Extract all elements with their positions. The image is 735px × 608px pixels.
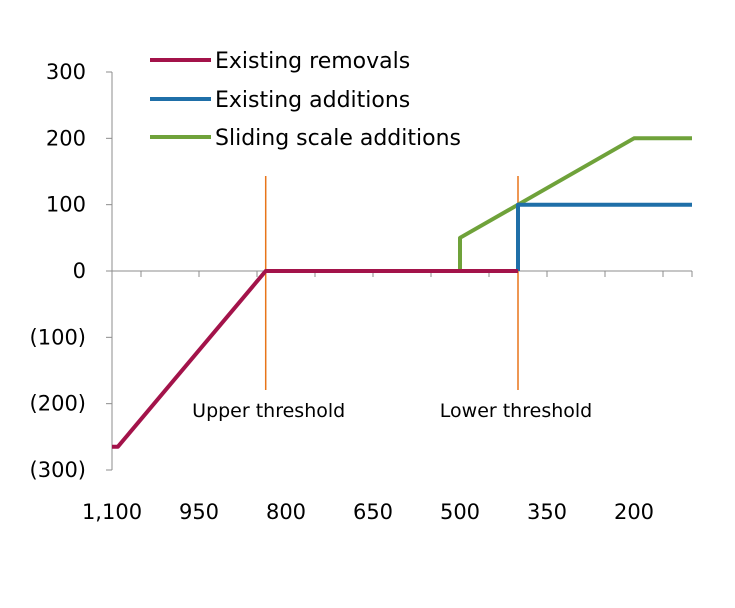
threshold-lines: Upper threshold Lower threshold (192, 176, 592, 422)
series-line (516, 202, 692, 271)
y-tick-label: 300 (46, 60, 86, 84)
legend-label: Existing removals (215, 49, 410, 74)
y-tick-label: (200) (30, 392, 86, 416)
x-tick-label: 650 (353, 500, 393, 524)
y-tick-label: 100 (46, 193, 86, 217)
threshold-label: Upper threshold (192, 400, 345, 422)
legend-label: Existing additions (215, 88, 410, 113)
y-tick-label: 200 (46, 126, 86, 150)
x-tick-label: 800 (266, 500, 306, 524)
axes (106, 71, 693, 471)
x-tick-label: 350 (527, 500, 567, 524)
data-series (112, 136, 692, 449)
threshold-label: Lower threshold (440, 400, 592, 422)
y-tick-label: (100) (30, 325, 86, 349)
legend-label: Sliding scale additions (215, 126, 461, 151)
x-tick-label: 950 (179, 500, 219, 524)
legend: Existing removals Existing additions Slidi… (150, 49, 461, 151)
x-tick-label: 1,100 (82, 500, 142, 524)
series-line (112, 269, 518, 449)
x-tick-label: 200 (614, 500, 654, 524)
x-tick-label: 500 (440, 500, 480, 524)
tick-labels: 300 200 100 0 (100) (200) (300) 1,100 950 800 650 5… (30, 60, 655, 524)
y-tick-label: (300) (30, 458, 86, 482)
y-tick-label: 0 (73, 259, 86, 283)
